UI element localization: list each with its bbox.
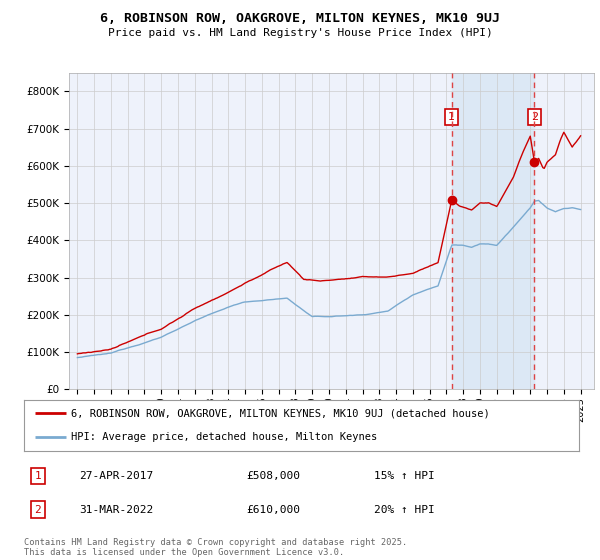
Text: 1: 1 [35,471,41,481]
Text: 27-APR-2017: 27-APR-2017 [79,471,154,481]
Text: 2: 2 [531,112,538,122]
Text: Price paid vs. HM Land Registry's House Price Index (HPI): Price paid vs. HM Land Registry's House … [107,28,493,38]
Text: HPI: Average price, detached house, Milton Keynes: HPI: Average price, detached house, Milt… [71,432,377,442]
Text: £610,000: £610,000 [246,505,300,515]
Text: 15% ↑ HPI: 15% ↑ HPI [374,471,434,481]
Text: 20% ↑ HPI: 20% ↑ HPI [374,505,434,515]
Text: 2: 2 [35,505,41,515]
Text: Contains HM Land Registry data © Crown copyright and database right 2025.
This d: Contains HM Land Registry data © Crown c… [24,538,407,557]
Text: £508,000: £508,000 [246,471,300,481]
Text: 31-MAR-2022: 31-MAR-2022 [79,505,154,515]
Text: 1: 1 [448,112,455,122]
Text: 6, ROBINSON ROW, OAKGROVE, MILTON KEYNES, MK10 9UJ (detached house): 6, ROBINSON ROW, OAKGROVE, MILTON KEYNES… [71,408,490,418]
Bar [452,73,535,389]
Text: 6, ROBINSON ROW, OAKGROVE, MILTON KEYNES, MK10 9UJ: 6, ROBINSON ROW, OAKGROVE, MILTON KEYNES… [100,12,500,25]
